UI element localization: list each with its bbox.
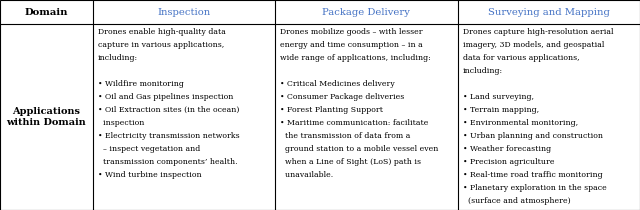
Text: Surveying and Mapping: Surveying and Mapping — [488, 8, 610, 17]
Text: • Maritime communication: facilitate: • Maritime communication: facilitate — [280, 119, 429, 127]
Text: Applications
within Domain: Applications within Domain — [6, 107, 86, 127]
Text: • Land surveying,: • Land surveying, — [463, 93, 534, 101]
Text: • Wind turbine inspection: • Wind turbine inspection — [98, 171, 202, 179]
Text: Package Delivery: Package Delivery — [323, 8, 410, 17]
Text: • Critical Medicines delivery: • Critical Medicines delivery — [280, 80, 395, 88]
Text: unavailable.: unavailable. — [280, 171, 333, 179]
Text: • Weather forecasting: • Weather forecasting — [463, 145, 551, 153]
Text: capture in various applications,: capture in various applications, — [98, 41, 224, 49]
Text: the transmission of data from a: the transmission of data from a — [280, 132, 411, 140]
Text: Drones capture high-resolution aerial: Drones capture high-resolution aerial — [463, 28, 613, 36]
Text: transmission components’ health.: transmission components’ health. — [98, 158, 237, 166]
Text: • Oil and Gas pipelines inspection: • Oil and Gas pipelines inspection — [98, 93, 234, 101]
Text: Drones mobilize goods – with lesser: Drones mobilize goods – with lesser — [280, 28, 423, 36]
Text: • Forest Planting Support: • Forest Planting Support — [280, 106, 383, 114]
Text: (surface and atmosphere): (surface and atmosphere) — [463, 197, 570, 205]
Text: Inspection: Inspection — [157, 8, 211, 17]
Text: when a Line of Sight (LoS) path is: when a Line of Sight (LoS) path is — [280, 158, 421, 166]
Text: Drones enable high-quality data: Drones enable high-quality data — [98, 28, 226, 36]
Text: • Environmental monitoring,: • Environmental monitoring, — [463, 119, 578, 127]
Text: • Oil Extraction sites (in the ocean): • Oil Extraction sites (in the ocean) — [98, 106, 239, 114]
Text: • Real-time road traffic monitoring: • Real-time road traffic monitoring — [463, 171, 602, 179]
Text: ground station to a mobile vessel even: ground station to a mobile vessel even — [280, 145, 438, 153]
Text: • Wildfire monitoring: • Wildfire monitoring — [98, 80, 184, 88]
Text: • Electricity transmission networks: • Electricity transmission networks — [98, 132, 239, 140]
Text: • Consumer Package deliveries: • Consumer Package deliveries — [280, 93, 404, 101]
Text: data for various applications,: data for various applications, — [463, 54, 579, 62]
Text: – inspect vegetation and: – inspect vegetation and — [98, 145, 200, 153]
Text: • Precision agriculture: • Precision agriculture — [463, 158, 554, 166]
Text: • Urban planning and construction: • Urban planning and construction — [463, 132, 603, 140]
Text: energy and time consumption – in a: energy and time consumption – in a — [280, 41, 423, 49]
Text: wide range of applications, including:: wide range of applications, including: — [280, 54, 431, 62]
Text: • Terrain mapping,: • Terrain mapping, — [463, 106, 539, 114]
Text: • Planetary exploration in the space: • Planetary exploration in the space — [463, 184, 607, 192]
Text: imagery, 3D models, and geospatial: imagery, 3D models, and geospatial — [463, 41, 604, 49]
Text: Domain: Domain — [25, 8, 68, 17]
Text: inspection: inspection — [98, 119, 144, 127]
Text: including:: including: — [98, 54, 138, 62]
Text: including:: including: — [463, 67, 503, 75]
